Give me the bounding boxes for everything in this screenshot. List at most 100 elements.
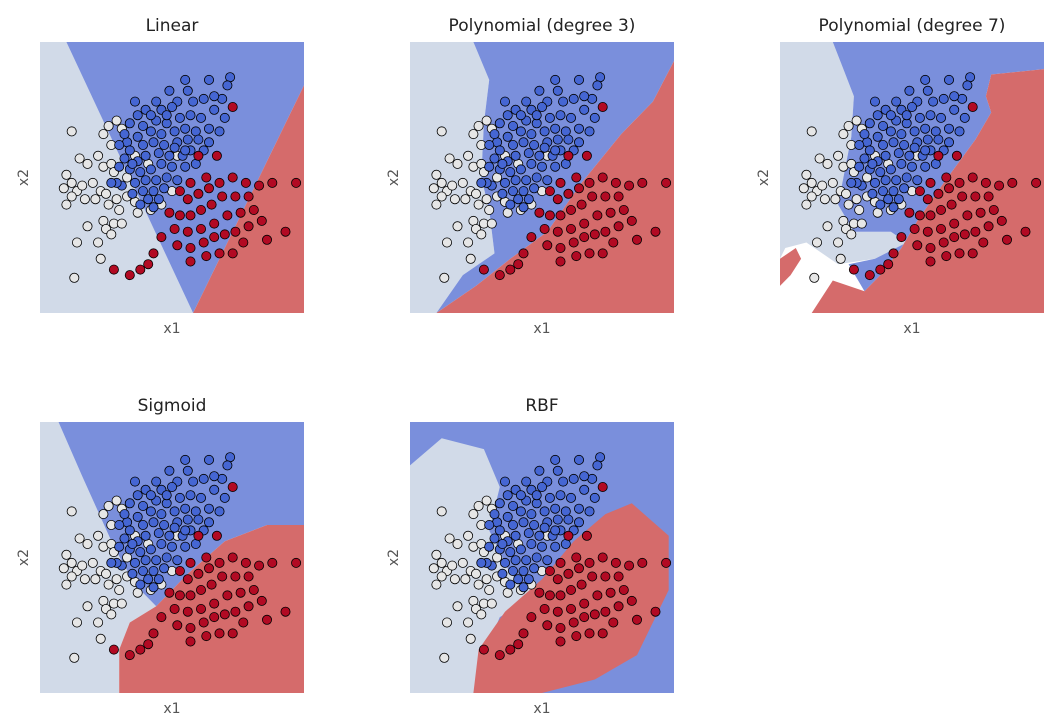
point-red — [108, 644, 119, 655]
point-blue — [114, 139, 125, 150]
point-red — [896, 232, 907, 243]
point-red — [219, 229, 230, 240]
point-light — [851, 115, 862, 126]
point-red — [198, 617, 209, 628]
point-red — [563, 188, 574, 199]
point-light — [77, 560, 88, 571]
point-blue — [484, 520, 495, 531]
point-blue — [534, 150, 545, 161]
point-light — [476, 229, 487, 240]
data-points — [428, 72, 672, 283]
point-blue — [510, 530, 521, 541]
point-red — [600, 191, 611, 202]
point-blue — [901, 172, 912, 183]
point-blue — [531, 552, 542, 563]
point-light — [851, 194, 862, 205]
point-blue — [119, 153, 130, 164]
point-blue — [135, 579, 146, 590]
point-red — [217, 571, 228, 582]
point-light — [90, 574, 101, 585]
point-blue — [190, 506, 201, 517]
point-blue — [909, 142, 920, 153]
point-light — [93, 530, 104, 541]
point-light — [439, 652, 450, 663]
data-points — [428, 452, 672, 663]
point-blue — [182, 85, 193, 96]
point-light — [114, 204, 125, 215]
point-blue — [507, 500, 518, 511]
point-red — [172, 620, 183, 631]
point-blue — [552, 134, 563, 145]
point-blue — [954, 126, 965, 137]
point-red — [185, 210, 196, 221]
point-light — [481, 194, 492, 205]
point-red — [214, 177, 225, 188]
point-red — [209, 218, 220, 229]
point-blue — [560, 506, 571, 517]
point-red — [650, 606, 661, 617]
point-red — [230, 571, 241, 582]
point-blue — [148, 202, 159, 213]
point-red — [988, 204, 999, 215]
point-light — [61, 199, 72, 210]
point-red — [555, 256, 566, 267]
point-red — [938, 237, 949, 248]
point-light — [431, 579, 442, 590]
point-blue — [901, 110, 912, 121]
point-light — [98, 129, 109, 140]
point-blue — [182, 514, 193, 525]
point-blue — [174, 112, 185, 123]
point-blue — [568, 473, 579, 484]
point-blue — [523, 148, 534, 159]
point-blue — [550, 503, 561, 514]
point-light — [74, 533, 85, 544]
region-light — [40, 422, 157, 693]
point-blue — [534, 465, 545, 476]
point-blue — [965, 72, 976, 83]
point-light — [822, 158, 833, 169]
point-blue — [484, 541, 495, 552]
point-blue — [542, 555, 553, 566]
point-blue — [497, 539, 508, 550]
point-blue — [127, 568, 138, 579]
y-axis-label: x2 — [386, 549, 402, 566]
point-blue — [507, 121, 518, 132]
point-red — [949, 232, 960, 243]
point-blue — [222, 80, 233, 91]
point-blue — [589, 112, 600, 123]
point-red — [156, 612, 167, 623]
point-red — [608, 237, 619, 248]
point-blue — [209, 471, 220, 482]
point-blue — [132, 131, 143, 142]
point-blue — [550, 123, 561, 134]
point-blue — [579, 484, 590, 495]
point-blue — [507, 186, 518, 197]
point-blue — [539, 142, 550, 153]
point-light — [846, 229, 857, 240]
point-red — [203, 183, 214, 194]
point-light — [452, 221, 463, 232]
point-light — [827, 177, 838, 188]
point-light — [431, 549, 442, 560]
x-axis-label: x1 — [163, 701, 180, 717]
point-light — [843, 121, 854, 132]
point-red — [568, 237, 579, 248]
point-light — [444, 533, 455, 544]
point-blue — [140, 150, 151, 161]
point-light — [101, 568, 112, 579]
point-light — [830, 194, 841, 205]
point-red — [209, 598, 220, 609]
point-blue — [494, 145, 505, 156]
point-red — [135, 264, 146, 275]
point-blue — [893, 148, 904, 159]
point-light — [82, 221, 93, 232]
point-blue — [166, 161, 177, 172]
point-red — [195, 223, 206, 234]
point-red — [597, 102, 608, 113]
point-red — [240, 177, 251, 188]
point-red — [505, 644, 516, 655]
point-red — [534, 587, 545, 598]
point-blue — [505, 167, 516, 178]
point-blue — [135, 199, 146, 210]
